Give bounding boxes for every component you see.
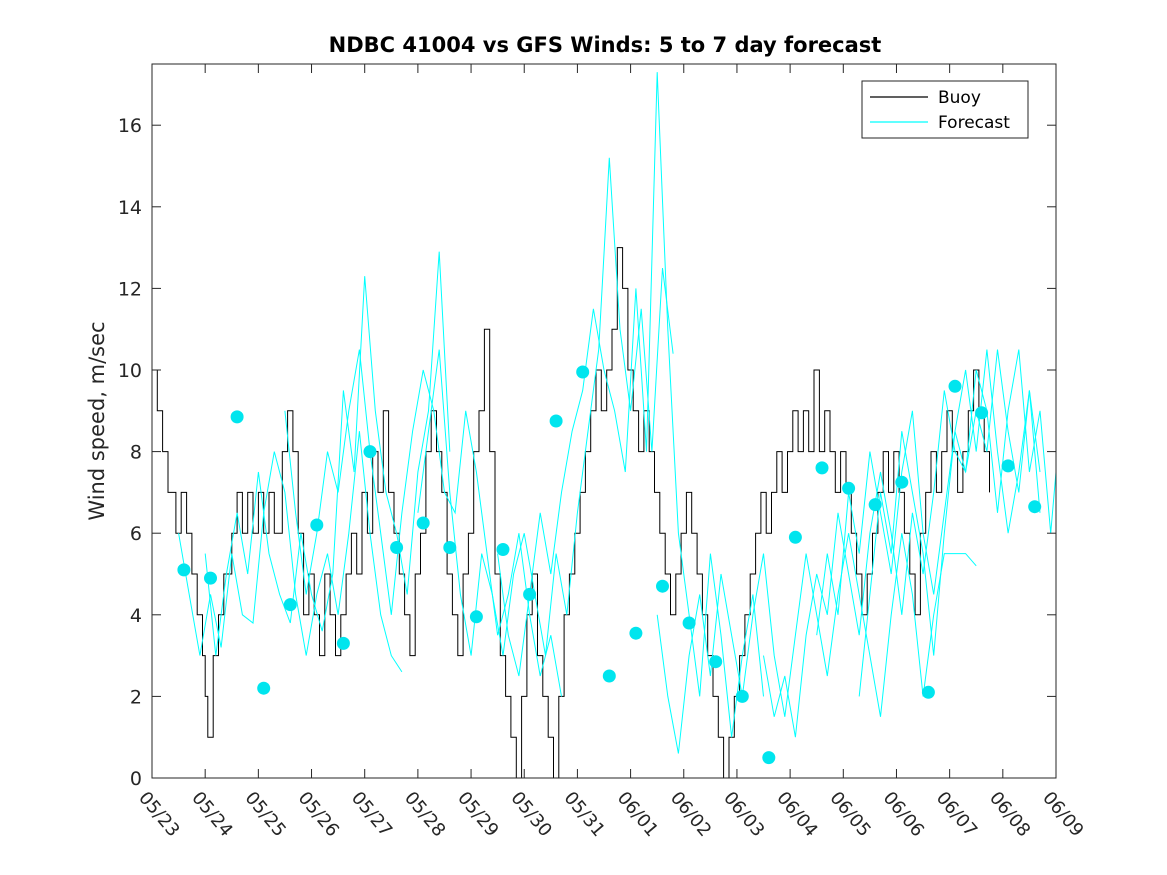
x-tick-label: 06/07 (932, 788, 981, 841)
forecast-marker-28 (895, 475, 909, 489)
legend: Buoy Forecast (861, 80, 1029, 139)
y-tick-label: 12 (118, 278, 142, 300)
x-tick-label: 05/25 (241, 788, 290, 841)
y-tick-label: 14 (118, 197, 142, 219)
forecast-marker-27 (868, 498, 882, 512)
forecast-marker-2 (204, 571, 217, 585)
forecast-marker-18 (629, 626, 643, 640)
legend-box (861, 80, 1029, 139)
forecast-marker-19 (656, 579, 669, 593)
forecast-line-9 (858, 349, 1057, 697)
forecast-marker-32 (1001, 459, 1015, 473)
forecast-line-4 (417, 157, 674, 656)
forecast-marker-25 (815, 461, 829, 475)
axes-box (151, 63, 1057, 779)
forecast-marker-21 (709, 655, 723, 669)
axes-frame (151, 63, 1057, 779)
forecast-line-7 (763, 349, 1041, 738)
forecast-line-8 (816, 349, 1041, 636)
forecast-line-5 (497, 72, 764, 738)
y-axis: 0 2 4 6 8 10 12 14 16 (118, 115, 1056, 790)
legend-label-forecast: Forecast (938, 113, 1010, 133)
forecast-line-1 (178, 431, 403, 673)
forecast-marker-16 (576, 365, 590, 379)
forecast-marker-15 (549, 414, 563, 428)
forecast-marker-26 (842, 481, 856, 495)
x-tick-label: 06/03 (719, 788, 768, 841)
plot-area (152, 72, 1057, 779)
forecast-line-6 (656, 533, 977, 754)
forecast-line-2 (204, 251, 451, 656)
forecast-marker-10 (416, 516, 430, 530)
y-tick-label: 6 (130, 523, 142, 545)
forecast-marker-6 (310, 518, 324, 532)
forecast-marker-1 (177, 563, 191, 577)
x-tick-label: 06/06 (879, 788, 928, 841)
x-tick-label: 06/01 (613, 788, 662, 841)
x-tick-label: 05/23 (134, 788, 183, 841)
forecast-marker-20 (682, 616, 696, 630)
forecast-marker-5 (283, 598, 297, 612)
x-tick-label: 05/27 (347, 788, 396, 841)
x-tick-label: 06/08 (985, 788, 1034, 841)
x-tick-label: 05/28 (400, 788, 449, 841)
forecast-marker-22 (735, 689, 749, 703)
x-tick-label: 05/29 (453, 788, 502, 841)
y-tick-label: 0 (130, 768, 142, 790)
forecast-marker-30 (948, 379, 962, 393)
y-tick-label: 10 (118, 360, 142, 382)
x-tick-label: 06/02 (666, 788, 715, 841)
x-tick-label: 05/31 (560, 788, 609, 841)
legend-label-buoy: Buoy (938, 88, 981, 108)
y-tick-label: 2 (130, 686, 142, 708)
forecast-marker-24 (788, 530, 802, 544)
x-tick-label: 05/24 (187, 788, 236, 841)
forecast-marker-8 (363, 445, 377, 459)
x-tick-label: 05/26 (294, 788, 343, 841)
x-tick-label: 05/30 (506, 788, 555, 841)
forecast-marker-11 (443, 541, 457, 554)
forecast-marker-29 (921, 685, 935, 699)
forecast-marker-3 (230, 410, 244, 424)
forecast-marker-23 (762, 751, 776, 765)
forecast-marker-9 (390, 541, 404, 554)
forecast-marker-12 (469, 610, 483, 624)
x-tick-label: 06/09 (1038, 788, 1087, 841)
y-tick-label: 16 (118, 115, 142, 137)
forecast-marker-17 (602, 669, 616, 683)
forecast-marker-33 (1028, 500, 1042, 514)
forecast-marker-14 (523, 587, 537, 601)
buoy-line (152, 247, 990, 779)
forecast-marker-13 (496, 543, 510, 556)
forecast-marker-4 (257, 681, 271, 695)
chart-title: NDBC 41004 vs GFS Winds: 5 to 7 day fore… (329, 33, 882, 57)
y-tick-label: 4 (130, 605, 142, 627)
x-tick-label: 06/05 (825, 788, 874, 841)
y-tick-label: 8 (130, 442, 142, 464)
x-tick-label: 06/04 (772, 788, 821, 841)
forecast-line-3 (284, 349, 562, 697)
forecast-marker-31 (975, 406, 989, 420)
forecast-marker-7 (336, 636, 350, 650)
y-axis-label: Wind speed, m/sec (85, 321, 109, 520)
